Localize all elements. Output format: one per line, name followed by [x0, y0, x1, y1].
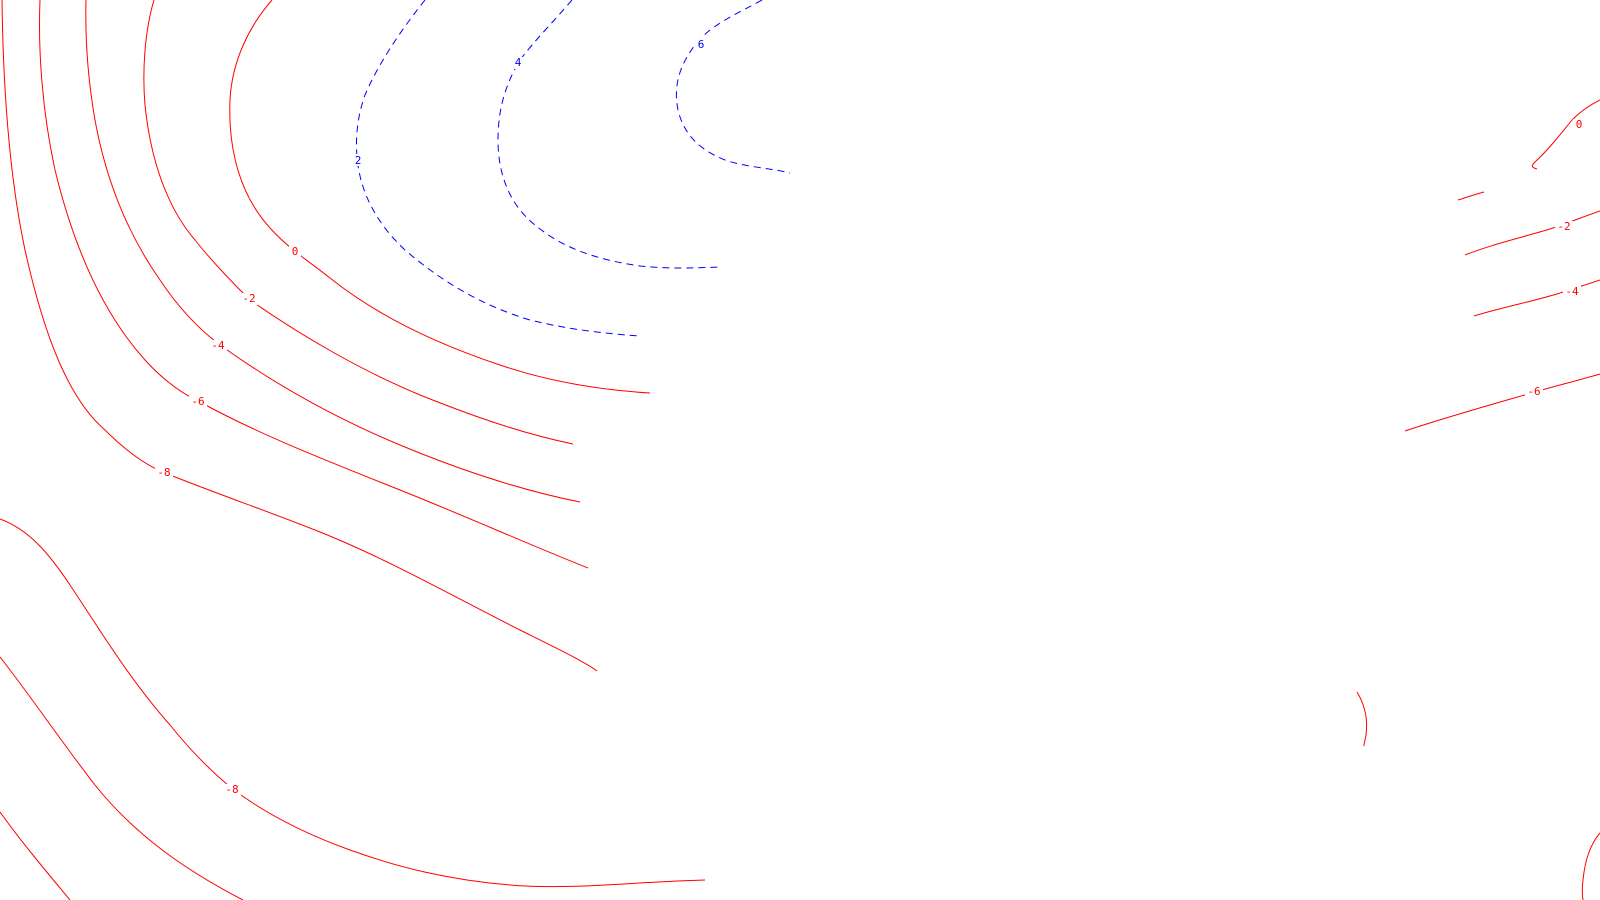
- contour-line-4: [497, 0, 721, 269]
- contour-label-0-right: 0: [1576, 118, 1583, 131]
- contour-line-minus-2-right: [1464, 210, 1600, 256]
- contour-line-6: [675, 0, 791, 174]
- contour-arc-corner: [1581, 832, 1600, 900]
- contour-line-minus-6-right: [1404, 373, 1600, 432]
- contour-line-minus-2: [143, 0, 574, 445]
- contour-label-minus-4: -4: [211, 339, 225, 352]
- contour-line-minus-8-bottom: [0, 518, 706, 888]
- contour-label-minus-6-right: -6: [1527, 385, 1540, 398]
- contour-line-minus-6: [39, 0, 589, 569]
- contour-arc-right: [1356, 691, 1368, 747]
- contour-label-4: 4: [515, 56, 522, 69]
- contour-label-minus-8: -8: [157, 466, 170, 479]
- contour-label-minus-6: -6: [191, 395, 204, 408]
- contour-line-bottom-left: [0, 656, 244, 900]
- contour-line-minus-8: [1, 0, 598, 672]
- contour-line-minus-4: [85, 0, 581, 503]
- contour-line-2: [355, 0, 641, 337]
- contour-line-0-right-stub: [1457, 191, 1485, 201]
- contour-label-0: 0: [292, 245, 299, 258]
- contour-label-6: 6: [698, 38, 705, 51]
- contour-line-corner-left: [0, 811, 71, 900]
- contour-label-minus-4-right: -4: [1565, 285, 1579, 298]
- contour-label-2: 2: [355, 154, 362, 167]
- contour-line-0-right: [1531, 99, 1600, 170]
- contour-line-0: [229, 0, 651, 394]
- contour-labels: 6 4 2 0 -2 -4 -6 -8 -8 0 -2 -4 -6: [155, 38, 1585, 796]
- contour-label-minus-8-bottom: -8: [225, 783, 238, 796]
- contour-line-minus-4-right: [1473, 279, 1600, 317]
- contour-label-minus-2-right: -2: [1557, 220, 1570, 233]
- contour-label-minus-2: -2: [242, 292, 255, 305]
